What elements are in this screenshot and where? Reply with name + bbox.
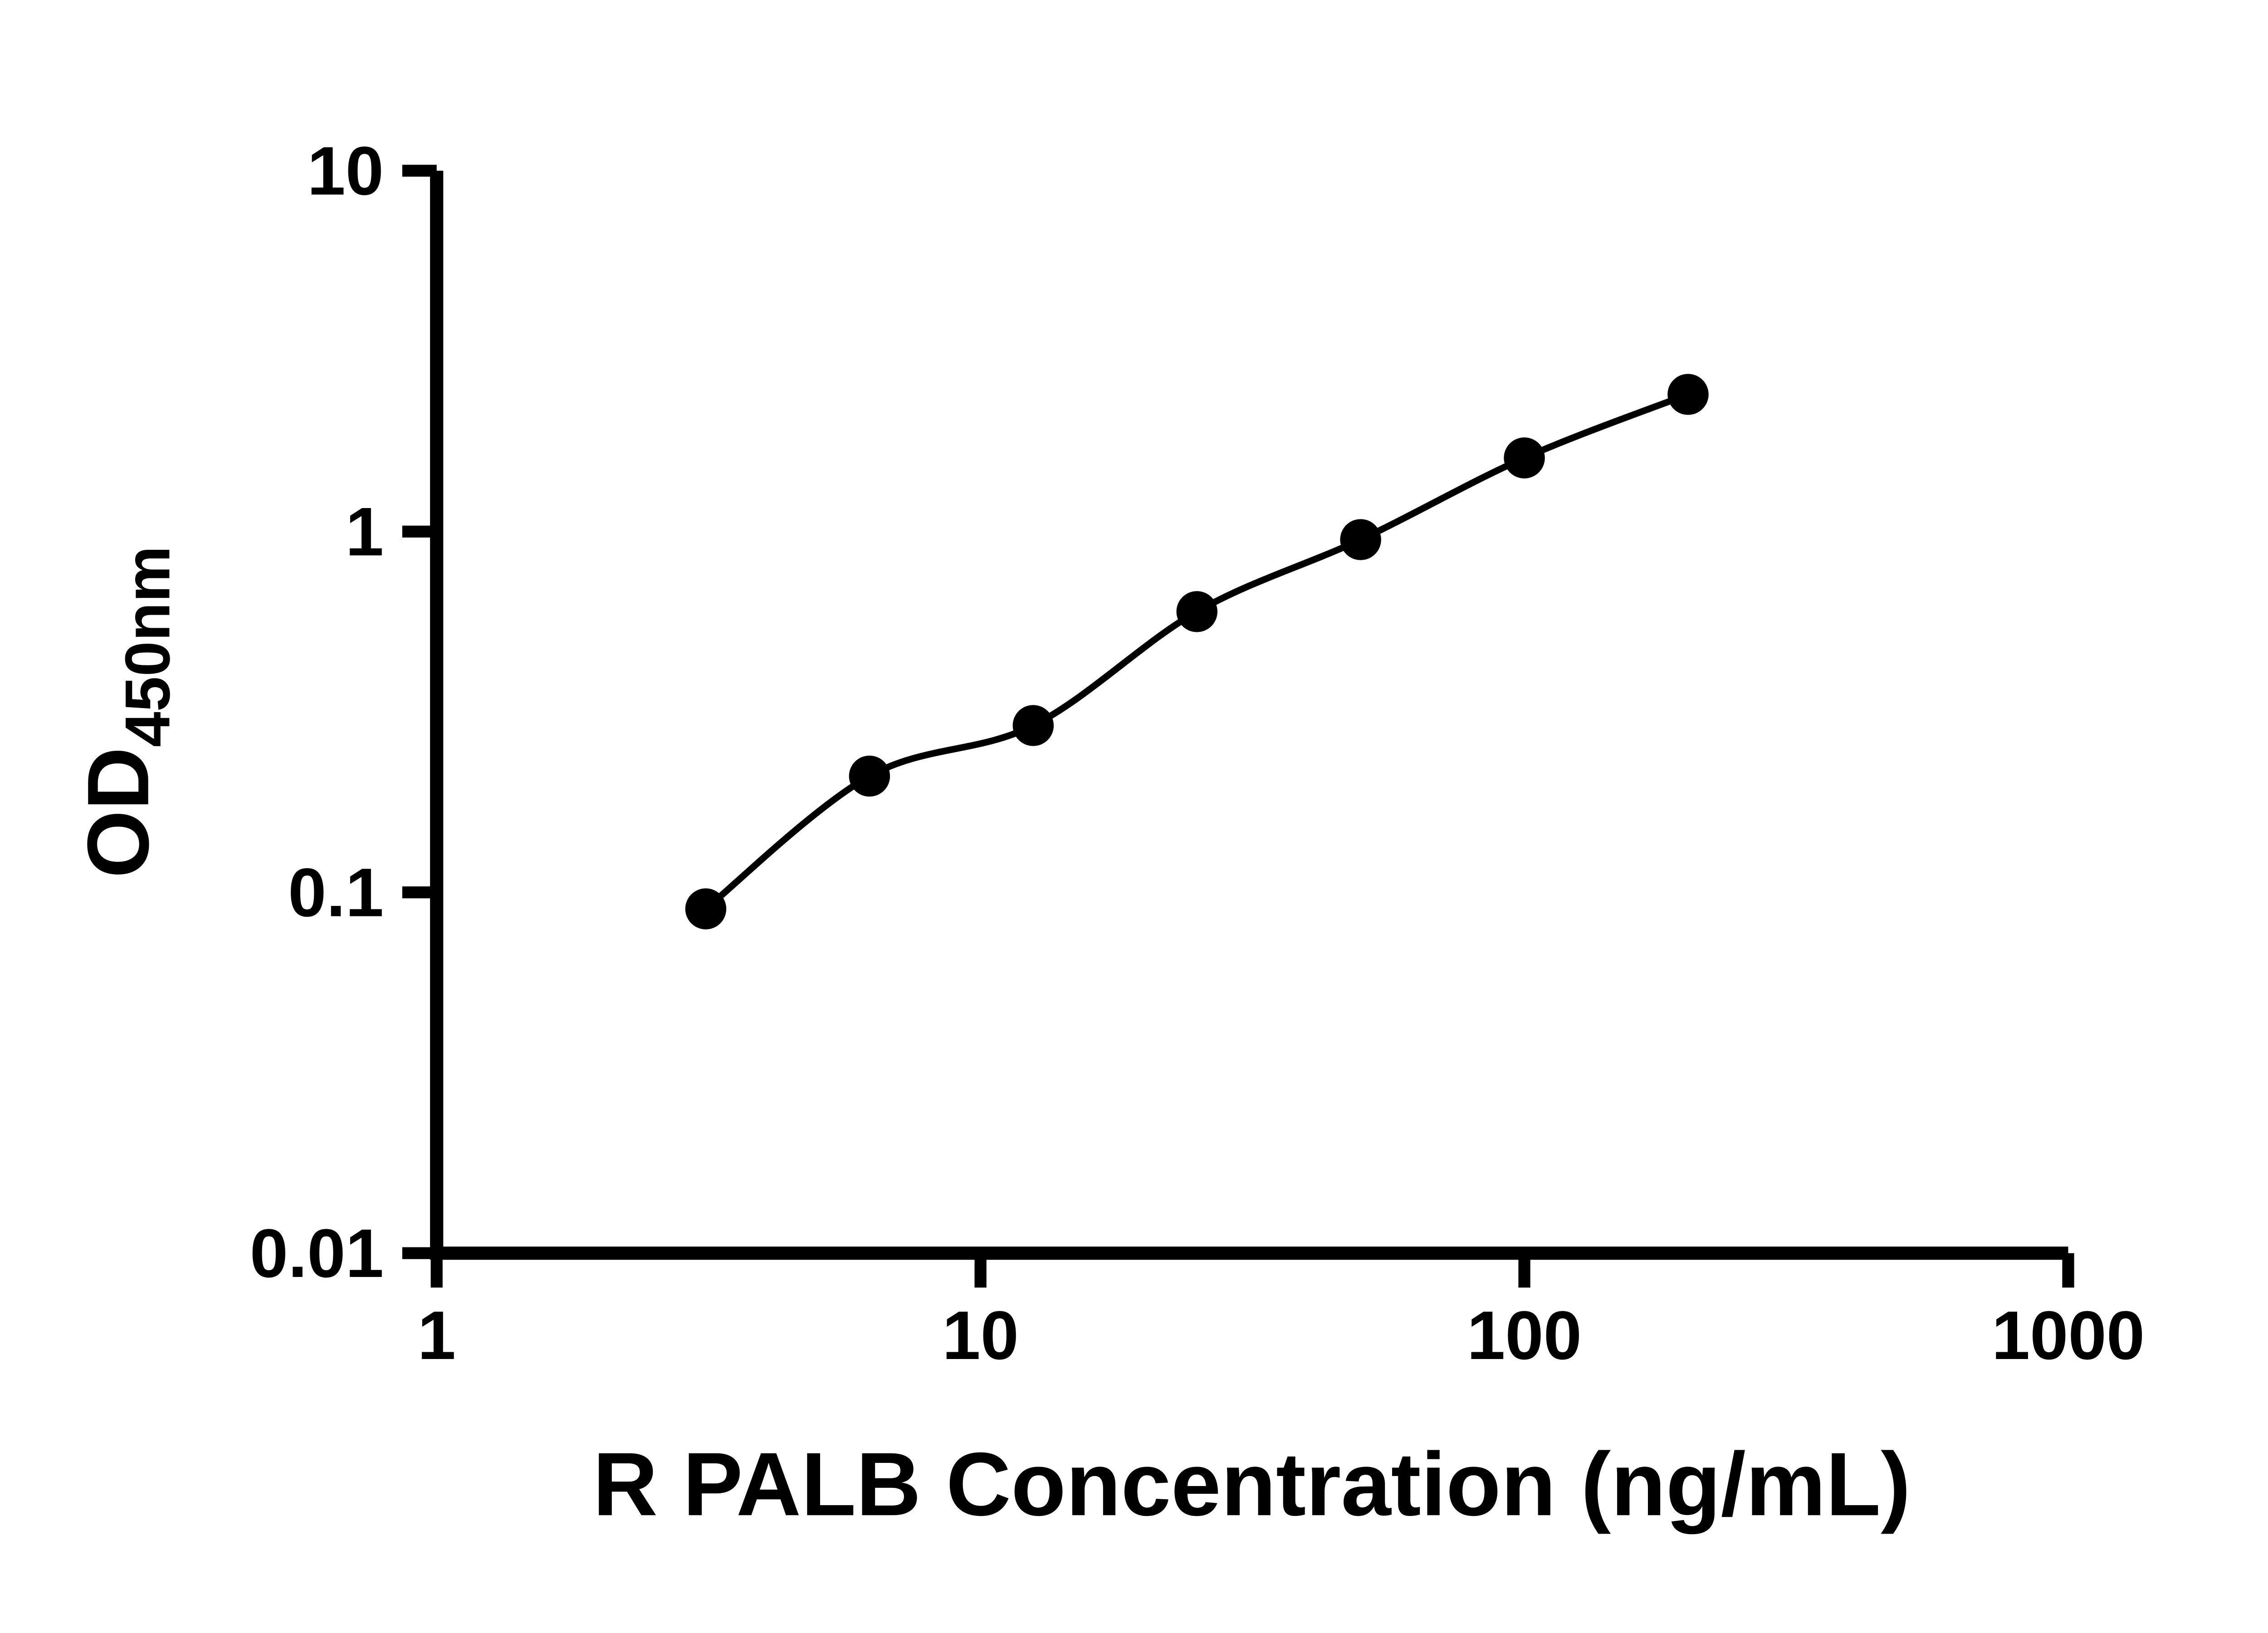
axis-lines bbox=[430, 171, 2068, 1260]
data-point-marker bbox=[1340, 519, 1381, 560]
y-axis-title-main: OD bbox=[69, 747, 167, 878]
x-tick-label: 100 bbox=[1467, 1297, 1582, 1374]
y-tick-label: 0.01 bbox=[250, 1215, 384, 1292]
x-axis-title: R PALB Concentration (ng/mL) bbox=[593, 1434, 1911, 1535]
data-point-marker bbox=[1504, 437, 1545, 479]
axis-ticks bbox=[402, 165, 2074, 1288]
data-point-marker bbox=[1176, 591, 1217, 632]
y-axis-title: OD450nm bbox=[69, 546, 183, 878]
data-point-marker bbox=[849, 755, 890, 797]
data-point-marker bbox=[1012, 705, 1054, 746]
y-tick-label: 0.1 bbox=[288, 855, 384, 931]
x-tick-label: 1 bbox=[417, 1297, 455, 1374]
data-point-marker bbox=[685, 888, 727, 929]
x-tick-label: 10 bbox=[942, 1297, 1019, 1374]
data-point-markers bbox=[685, 374, 1709, 929]
y-tick-label: 1 bbox=[346, 494, 384, 570]
data-point-marker bbox=[1667, 374, 1709, 415]
y-tick-label: 10 bbox=[307, 133, 384, 210]
fit-line-curve bbox=[704, 391, 1690, 912]
y-axis-title-subscript: 450nm bbox=[112, 546, 183, 747]
x-tick-label: 1000 bbox=[1992, 1297, 2145, 1374]
axes bbox=[430, 171, 2068, 1260]
tick-labels: 1 10 100 1000 0.01 0.1 1 10 bbox=[250, 133, 2145, 1374]
